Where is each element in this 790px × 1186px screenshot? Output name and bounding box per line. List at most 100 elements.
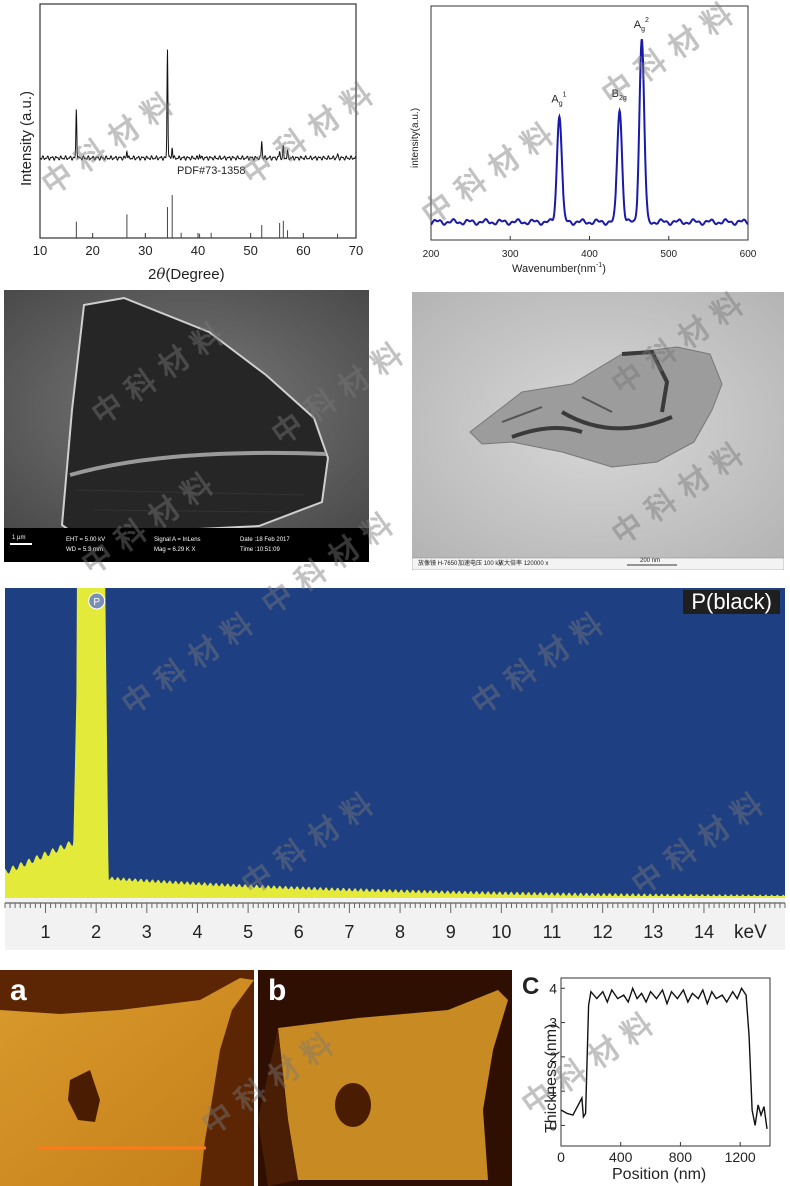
edx-unit-label: keV (734, 922, 767, 943)
raman-xlabel-close: ) (602, 263, 606, 275)
xrd-xtick-label: 50 (243, 243, 257, 258)
edx-tick-label: 14 (694, 922, 714, 942)
afm-ytick-label: 0 (549, 1117, 557, 1133)
edx-tick-label: 8 (395, 922, 405, 942)
afm-profile-frame (560, 977, 771, 1147)
tem-scale-label: 200 nm (640, 558, 661, 564)
tem-footer-mode-label: 放像镜 (418, 561, 437, 567)
xrd-xlabel-theta: θ (156, 265, 165, 283)
afm-b-map (258, 970, 512, 1186)
tem-image: 放像镜 H-7650 加速电压 100 kV 放大倍率 120000 x 200… (412, 292, 784, 570)
xrd-chart: 10 20 30 40 50 60 70 PDF#73-1358 Intensity (a.… (18, 3, 363, 283)
edx-tick-label: 4 (192, 922, 202, 942)
tem-footer-voltage: 加速电压 100 kV (458, 558, 502, 567)
edx-tick-label: 1 (41, 922, 51, 942)
edx-ticks: 1 2 3 4 5 6 7 8 9 10 11 12 13 14 (4, 903, 786, 942)
afm-xtick-label: 1200 (725, 1149, 756, 1165)
afm-xtick-label: 0 (557, 1149, 565, 1165)
tem-footer-mag: 放大倍率 120000 x (498, 558, 548, 567)
tem-footer-voltage-label: 加速电压 (458, 561, 483, 567)
afm-panel-b-letter: b (268, 974, 287, 1007)
xrd-pattern (39, 49, 357, 161)
afm-xtick-label: 800 (669, 1149, 693, 1165)
edx-tick-label: 11 (543, 922, 562, 942)
raman-spectrum-line (430, 39, 749, 226)
raman-peak-label-sub: g (559, 101, 563, 108)
edx-spectrum-area (5, 588, 785, 898)
xrd-annotation: PDF#73-1358 (177, 165, 246, 177)
raman-peak-label-sub: 2g (619, 95, 627, 102)
tem-footer-mag-value: 120000 x (523, 561, 549, 567)
sem-date: Date :18 Feb 2017 (240, 537, 290, 543)
afm-ytick-label: 2 (549, 1049, 557, 1065)
edx-tick-label: 13 (643, 922, 663, 942)
tem-footer-mode-value: H-7650 (437, 561, 458, 567)
edx-tick-label: 5 (243, 922, 253, 942)
raman-xlabel-exp: -1 (596, 262, 602, 269)
edx-tick-label: 7 (344, 922, 354, 942)
xrd-xlabel-prefix: 2 (148, 266, 156, 283)
raman-xlabel: Wavenumber(nm-1) (512, 262, 606, 275)
xrd-xtick-label: 30 (138, 243, 152, 258)
afm-panel-a-letter: a (10, 974, 27, 1007)
raman-frame (430, 5, 749, 241)
xrd-tick-labels: 10 20 30 40 50 60 70 (33, 233, 363, 258)
afm-profile-ylabel: Thickness (nm) (543, 1024, 560, 1133)
xrd-xtick-label: 40 (191, 243, 205, 258)
raman-peak-label: B2g (612, 88, 627, 102)
edx-chart: 1 2 3 4 5 6 7 8 9 10 11 12 13 14 P keV (4, 588, 786, 950)
edx-element-marker: P (88, 592, 106, 610)
xrd-pattern-line (39, 49, 357, 161)
xrd-ylabel: Intensity (a.u.) (18, 91, 35, 186)
edx-marker-circle (88, 592, 106, 610)
afm-profile-chart: 0 400 800 1200 0 1 2 3 4 C Thickness (nm) Positi… (522, 973, 771, 1183)
edx-tick-label: 6 (294, 922, 304, 942)
raman-axes (430, 5, 749, 241)
tem-footer-mag-label: 放大倍率 (498, 561, 523, 567)
edx-tick-label: 2 (91, 922, 101, 942)
sem-eht: EHT = 5.00 kV (66, 537, 106, 543)
xrd-frame (39, 3, 357, 239)
sem-mag: Mag = 6.29 K X (154, 547, 196, 553)
raman-peak-label-main: A (551, 94, 559, 106)
edx-legend: P(black) (683, 590, 780, 614)
edx-tick-label: 9 (446, 922, 456, 942)
afm-profile-axes (560, 977, 771, 1147)
afm-a-map (0, 970, 254, 1186)
sem-flake (4, 290, 369, 562)
xrd-reference-lines (75, 195, 339, 238)
raman-xtick-label: 400 (581, 249, 598, 260)
raman-xtick-label: 500 (660, 249, 677, 260)
afm-image-a: a (0, 970, 254, 1186)
raman-peak-label-sup: 2 (645, 17, 649, 24)
sem-signal: Signal A = InLens (154, 537, 201, 543)
afm-profile-ticks: 0 400 800 1200 0 1 2 3 4 (549, 980, 756, 1165)
edx-background (5, 588, 785, 898)
afm-ytick-label: 3 (549, 1015, 557, 1031)
raman-peak-label-sub: g (641, 26, 645, 33)
xrd-axes (39, 3, 357, 239)
xrd-xtick-label: 10 (33, 243, 47, 258)
edx-tick-label: 12 (593, 922, 613, 942)
afm-profile-curve (560, 986, 768, 1129)
tem-flake (412, 292, 784, 570)
afm-profile-line (560, 986, 768, 1129)
xrd-xtick-label: 20 (85, 243, 99, 258)
afm-ytick-label: 1 (549, 1083, 557, 1099)
raman-xlabel-text: Wavenumber(nm (512, 263, 596, 275)
raman-ylabel: intensity(a.u.) (410, 108, 421, 168)
xrd-xlabel-suffix: (Degree) (165, 266, 224, 283)
raman-xtick-label: 300 (502, 249, 519, 260)
afm-xtick-label: 400 (609, 1149, 633, 1165)
sem-time: Time :10:51:09 (240, 547, 280, 553)
sem-image: 1 μm EHT = 5.00 kV WD = 5.3 mm Signal A … (4, 290, 369, 562)
raman-tick-labels: 200 300 400 500 600 (423, 236, 757, 260)
xrd-xlabel: 2θ(Degree) (148, 265, 225, 283)
xrd-xtick-label: 70 (349, 243, 363, 258)
raman-xtick-label: 200 (423, 249, 440, 260)
raman-peak-label-sup: 1 (563, 92, 567, 99)
edx-tick-label: 10 (491, 922, 511, 942)
edx-spectrum (5, 588, 785, 898)
